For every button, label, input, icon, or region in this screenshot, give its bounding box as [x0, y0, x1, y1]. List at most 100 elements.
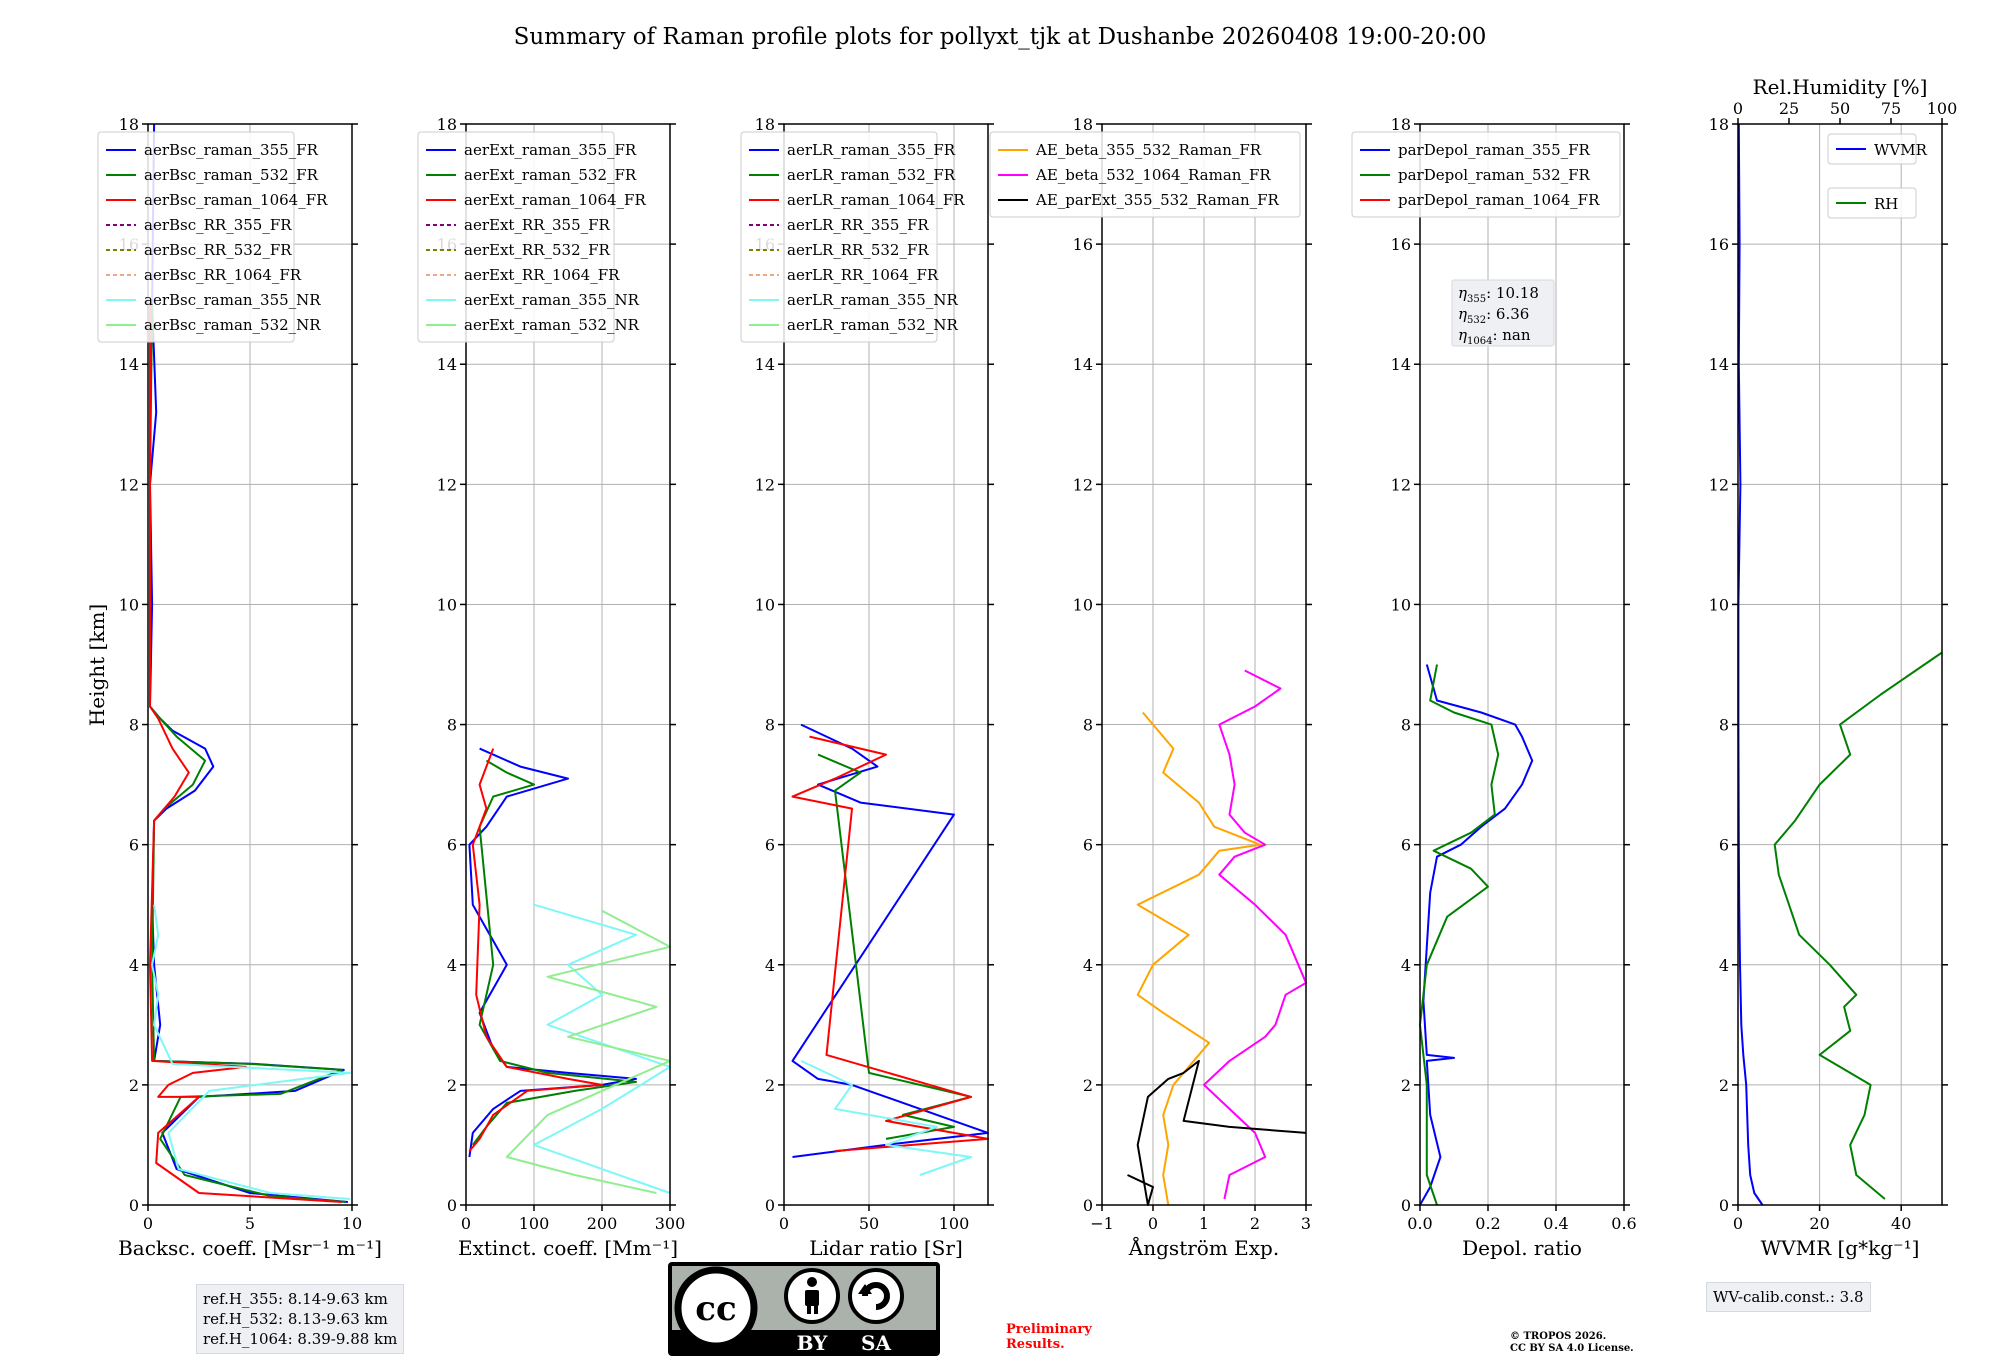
legend: parDepol_raman_355_FR parDepol_raman_532_… [1351, 131, 1621, 218]
y-tick-label: 18 [119, 115, 139, 134]
y-tick-label: 0 [1719, 1196, 1729, 1215]
legend-label: aerBsc_raman_1064_FR [144, 191, 328, 209]
legend: AE_beta_355_532_Raman_FR AE_beta_532_1064… [989, 131, 1301, 218]
x-axis-label: Backsc. coeff. [Msr⁻¹ m⁻¹] [118, 1236, 382, 1260]
y-tick-label: 8 [447, 716, 457, 735]
top-x-tick-label: 0 [1733, 99, 1743, 118]
y-tick-label: 2 [1083, 1076, 1093, 1095]
y-tick-label: 2 [1719, 1076, 1729, 1095]
series-line-WVMR [1737, 123, 1764, 1206]
y-tick-label: 4 [1083, 956, 1093, 975]
top-x-tick-label: 25 [1779, 99, 1799, 118]
y-tick-label: 18 [1073, 115, 1093, 134]
y-tick-label: 12 [755, 475, 775, 494]
figure-title: Summary of Raman profile plots for polly… [514, 24, 1487, 50]
legend-label: aerExt_RR_355_FR [464, 216, 611, 234]
series-line-aerBsc_raman_355_NR [151, 904, 351, 1200]
y-tick-label: 0 [447, 1196, 457, 1215]
x-tick-label: 0.0 [1407, 1214, 1432, 1233]
x-tick-label: 0 [779, 1214, 789, 1233]
y-tick-label: 4 [129, 956, 139, 975]
x-tick-label: 100 [519, 1214, 550, 1233]
y-tick-label: 0 [1083, 1196, 1093, 1215]
legend-label: parDepol_raman_355_FR [1398, 141, 1591, 159]
series-line-aerBsc_raman_1064_FR [149, 304, 342, 1203]
y-tick-label: 10 [437, 595, 457, 614]
y-tick-label: 16 [1709, 235, 1729, 254]
y-tick-label: 0 [129, 1196, 139, 1215]
cc-license-badge[interactable]: cc BY SA [668, 1262, 940, 1356]
legend-label: aerBsc_RR_532_FR [144, 241, 292, 259]
legend-label: aerExt_RR_1064_FR [464, 266, 620, 284]
legend-label: AE_parExt_355_532_Raman_FR [1035, 191, 1280, 209]
x-tick-label: 0.6 [1611, 1214, 1636, 1233]
legend-label: aerExt_raman_1064_FR [464, 191, 646, 209]
legend: aerBsc_raman_355_FR aerBsc_raman_532_FRae… [97, 131, 328, 343]
x-axis-label: Depol. ratio [1462, 1236, 1582, 1260]
legend-entry: WVMR [1827, 133, 1928, 165]
legend-label: aerBsc_raman_532_NR [144, 316, 321, 334]
y-tick-label: 6 [129, 836, 139, 855]
series-line-AE_beta_532_1064_Raman_FR [1203, 669, 1307, 1200]
x-tick-label: 0 [1733, 1214, 1743, 1233]
panel-extinction: 0246810121416180100200300Extinct. coeff.… [417, 115, 685, 1260]
legend-label: aerExt_raman_532_FR [464, 166, 637, 184]
y-tick-label: 18 [1391, 115, 1411, 134]
copyright-line1: © TROPOS 2026. [1510, 1331, 1606, 1342]
panel-backscatter: 0246810121416180510Backsc. coeff. [Msr⁻¹… [97, 115, 382, 1260]
copyright-line2: CC BY SA 4.0 License. [1510, 1343, 1634, 1354]
x-axis-label: Lidar ratio [Sr] [809, 1236, 963, 1260]
legend-label: WVMR [1874, 141, 1928, 159]
y-tick-label: 14 [1709, 355, 1729, 374]
x-tick-label: 3 [1301, 1214, 1311, 1233]
x-tick-label: 5 [245, 1214, 255, 1233]
top-x-tick-label: 50 [1830, 99, 1850, 118]
x-tick-label: 0 [143, 1214, 153, 1233]
legend-label: AE_beta_355_532_Raman_FR [1035, 141, 1262, 159]
legend: aerExt_raman_355_FR aerExt_raman_532_FRae… [417, 131, 646, 343]
y-tick-label: 8 [129, 716, 139, 735]
eta-value: η532: 6.36 [1458, 305, 1529, 326]
legend-label: aerLR_RR_355_FR [787, 216, 929, 234]
axes-frame [465, 123, 671, 1206]
reference-height-box: ref.H_355: 8.14-9.63 km ref.H_532: 8.13-… [196, 1284, 405, 1354]
legend-label: aerLR_raman_532_NR [787, 316, 958, 334]
y-tick-label: 8 [765, 716, 775, 735]
x-tick-label: 40 [1891, 1214, 1911, 1233]
eta-value: η1064: nan [1458, 326, 1531, 347]
y-tick-label: 10 [755, 595, 775, 614]
legend-label: aerBsc_RR_355_FR [144, 216, 292, 234]
x-tick-label: 1 [1199, 1214, 1209, 1233]
wv-calib-constant: WV-calib.const.: 3.8 [1713, 1288, 1864, 1306]
x-tick-label: 200 [587, 1214, 618, 1233]
x-axis-label: WVMR [g*kg⁻¹] [1761, 1236, 1920, 1260]
preliminary-line2: Results. [1006, 1337, 1065, 1352]
y-tick-label: 10 [1073, 595, 1093, 614]
series-line-aerLR_raman_1064_FR [791, 735, 989, 1152]
y-tick-label: 8 [1401, 716, 1411, 735]
by-label: BY [797, 1331, 829, 1355]
attribution-icon [784, 1268, 840, 1324]
legend-label: aerLR_raman_355_NR [787, 291, 958, 309]
y-tick-label: 12 [437, 475, 457, 494]
x-axis-label: Ångström Exp. [1128, 1235, 1279, 1260]
legend-label: AE_beta_532_1064_Raman_FR [1035, 166, 1271, 184]
axes-frame [783, 123, 989, 1206]
ref-height-532: ref.H_532: 8.13-9.63 km [203, 1310, 388, 1328]
y-tick-label: 12 [1073, 475, 1093, 494]
legend-label: aerLR_raman_532_FR [787, 166, 956, 184]
legend-label: RH [1874, 195, 1898, 213]
y-tick-label: 14 [119, 355, 139, 374]
axes-frame [1419, 123, 1625, 1206]
series-line-AE_beta_355_532_Raman_FR [1136, 711, 1262, 1206]
legend-label: aerLR_raman_1064_FR [787, 191, 965, 209]
y-tick-label: 16 [1073, 235, 1093, 254]
sa-label: SA [861, 1331, 891, 1355]
y-tick-label: 2 [1401, 1076, 1411, 1095]
y-tick-label: 6 [765, 836, 775, 855]
panel-lidar_ratio: 024681012141618050100Lidar ratio [Sr]aer… [740, 115, 994, 1260]
x-axis-label: Extinct. coeff. [Mm⁻¹] [458, 1236, 678, 1260]
